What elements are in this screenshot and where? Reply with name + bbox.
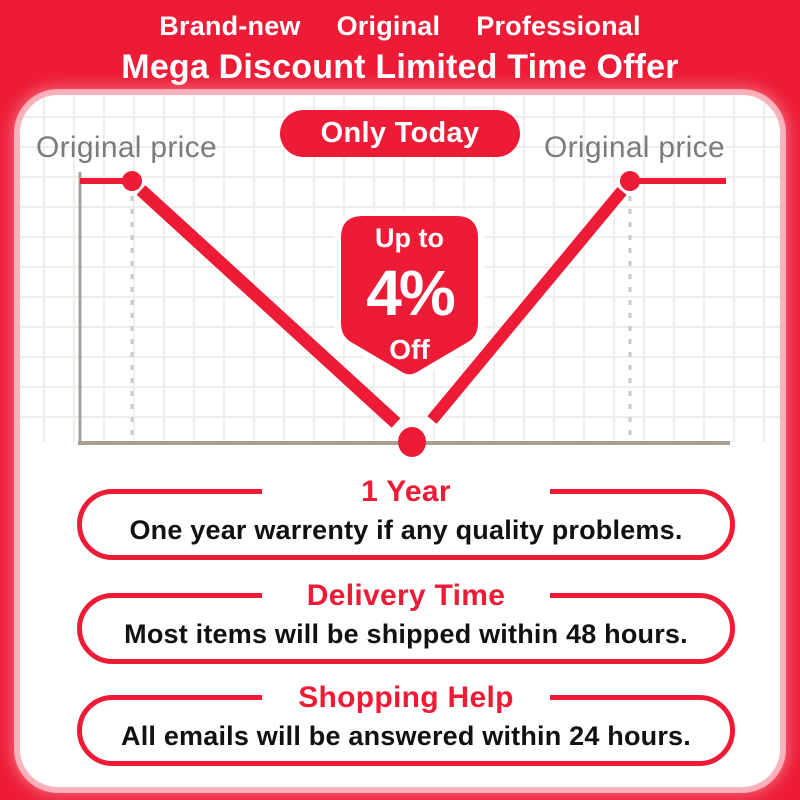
info-title-support: Shopping Help (262, 680, 550, 716)
original-price-label-right: Original price (544, 131, 725, 164)
price-line-drop (136, 185, 401, 428)
data-point-left (122, 171, 142, 191)
original-price-label-left: Original price (36, 131, 217, 164)
data-point-low (398, 427, 426, 457)
discount-suffix: Off (389, 334, 430, 365)
discount-prefix: Up to (375, 223, 444, 253)
data-point-right (620, 171, 640, 191)
promo-card: Original price Original price Only Today… (20, 95, 780, 787)
badge-professional: Professional (476, 11, 641, 41)
info-box-delivery: Delivery Time Most items will be shipped… (77, 578, 735, 664)
page-title: Mega Discount Limited Time Offer (121, 48, 679, 86)
header-badges: Brand-new Original Professional (0, 11, 800, 42)
info-body-warranty: One year warrenty if any quality problem… (129, 515, 683, 545)
only-today-badge: Only Today (280, 110, 520, 157)
discount-text: Up to 4% Off (341, 225, 478, 364)
badge-brand-new: Brand-new (159, 11, 301, 41)
price-line-rise (427, 187, 627, 424)
info-box-support: Shopping Help All emails will be answere… (77, 680, 735, 766)
discount-value: 4% (366, 257, 456, 329)
info-body-delivery: Most items will be shipped within 48 hou… (124, 619, 688, 649)
info-title-delivery: Delivery Time (262, 578, 550, 614)
info-title-warranty: 1 Year (262, 474, 550, 510)
info-body-support: All emails will be answered within 24 ho… (121, 721, 691, 751)
badge-original: Original (336, 11, 441, 41)
discount-shield (341, 216, 478, 375)
price-drop-chart (78, 171, 730, 457)
info-box-warranty: 1 Year One year warrenty if any quality … (77, 474, 735, 560)
